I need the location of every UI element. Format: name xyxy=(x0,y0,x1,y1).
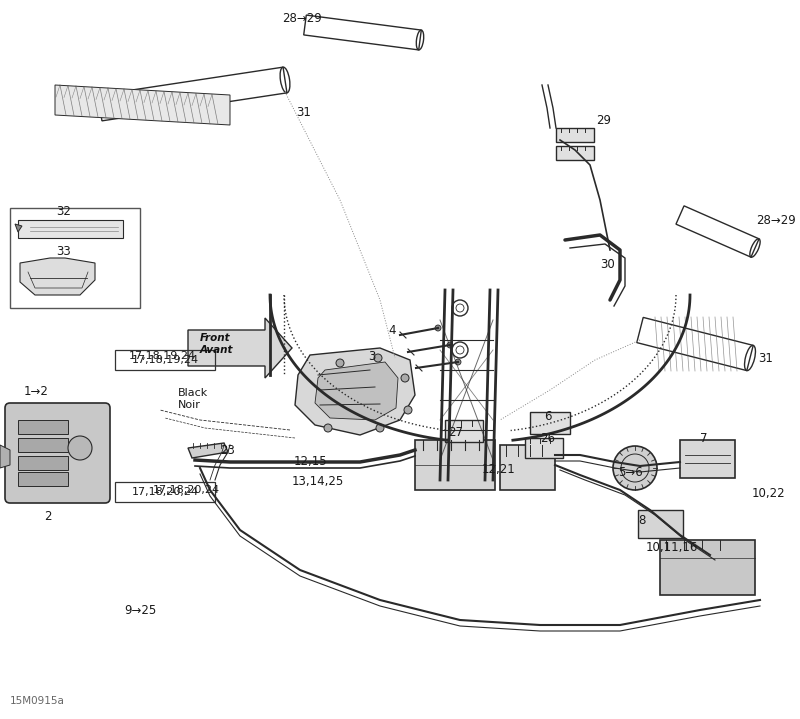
Text: 8: 8 xyxy=(638,513,646,526)
Bar xyxy=(680,440,735,478)
Text: 23: 23 xyxy=(220,444,235,457)
Bar xyxy=(638,510,683,538)
Bar xyxy=(18,438,68,452)
Bar xyxy=(556,146,594,160)
Circle shape xyxy=(404,406,412,414)
Text: 7: 7 xyxy=(700,431,707,444)
Polygon shape xyxy=(188,318,292,378)
Text: 2: 2 xyxy=(44,510,52,523)
Text: 1→2: 1→2 xyxy=(23,385,49,398)
Text: 29: 29 xyxy=(596,114,611,127)
Text: 12,21: 12,21 xyxy=(482,464,516,477)
Text: Black
Noir: Black Noir xyxy=(178,388,208,410)
Text: 17,18,19,24: 17,18,19,24 xyxy=(131,355,198,365)
Circle shape xyxy=(455,359,461,365)
Bar xyxy=(445,420,483,442)
Text: 32: 32 xyxy=(57,205,71,218)
Text: 10,11,16: 10,11,16 xyxy=(646,541,698,554)
Circle shape xyxy=(374,354,382,362)
Circle shape xyxy=(68,436,92,460)
Text: 17,18,19,24: 17,18,19,24 xyxy=(129,351,195,361)
Text: 13,14,25: 13,14,25 xyxy=(292,475,344,488)
Text: Front
Avant: Front Avant xyxy=(200,333,234,354)
Text: 26: 26 xyxy=(540,431,555,444)
Polygon shape xyxy=(315,362,398,420)
Bar xyxy=(18,472,68,486)
FancyBboxPatch shape xyxy=(5,403,110,503)
Bar xyxy=(10,208,140,308)
Text: 17,18,20,24: 17,18,20,24 xyxy=(153,485,219,495)
Bar xyxy=(115,482,215,502)
Text: 30: 30 xyxy=(600,259,614,272)
Text: 28→29: 28→29 xyxy=(756,214,796,226)
Text: 5→6: 5→6 xyxy=(618,465,642,479)
Polygon shape xyxy=(15,224,22,232)
Polygon shape xyxy=(55,85,230,125)
Text: 31: 31 xyxy=(758,352,773,365)
Text: 4: 4 xyxy=(388,324,395,336)
Text: 3: 3 xyxy=(368,349,375,362)
Circle shape xyxy=(613,446,657,490)
Bar xyxy=(18,420,68,434)
Bar xyxy=(415,440,495,490)
Text: 6: 6 xyxy=(544,410,551,423)
Circle shape xyxy=(447,342,453,348)
Text: 33: 33 xyxy=(57,245,71,258)
Text: 12,15: 12,15 xyxy=(294,456,328,469)
Text: 31: 31 xyxy=(296,106,311,119)
Bar xyxy=(660,540,755,595)
Circle shape xyxy=(376,424,384,432)
Polygon shape xyxy=(295,348,415,435)
Bar xyxy=(18,456,68,470)
Polygon shape xyxy=(0,445,10,468)
Polygon shape xyxy=(188,443,228,458)
Bar xyxy=(115,350,215,370)
Text: 17,18,20,24: 17,18,20,24 xyxy=(131,487,198,497)
Bar xyxy=(500,445,555,490)
Text: 28→29: 28→29 xyxy=(282,12,322,25)
Text: 10,22: 10,22 xyxy=(752,487,786,500)
Bar xyxy=(556,128,594,142)
Circle shape xyxy=(435,325,441,331)
Text: 9→25: 9→25 xyxy=(124,603,156,616)
Bar xyxy=(525,438,563,458)
Bar xyxy=(18,220,123,238)
Circle shape xyxy=(336,359,344,367)
Text: 27: 27 xyxy=(448,426,463,439)
Polygon shape xyxy=(20,258,95,295)
Circle shape xyxy=(324,424,332,432)
Text: 15M0915a: 15M0915a xyxy=(10,696,65,706)
Circle shape xyxy=(401,374,409,382)
Bar xyxy=(530,412,570,434)
